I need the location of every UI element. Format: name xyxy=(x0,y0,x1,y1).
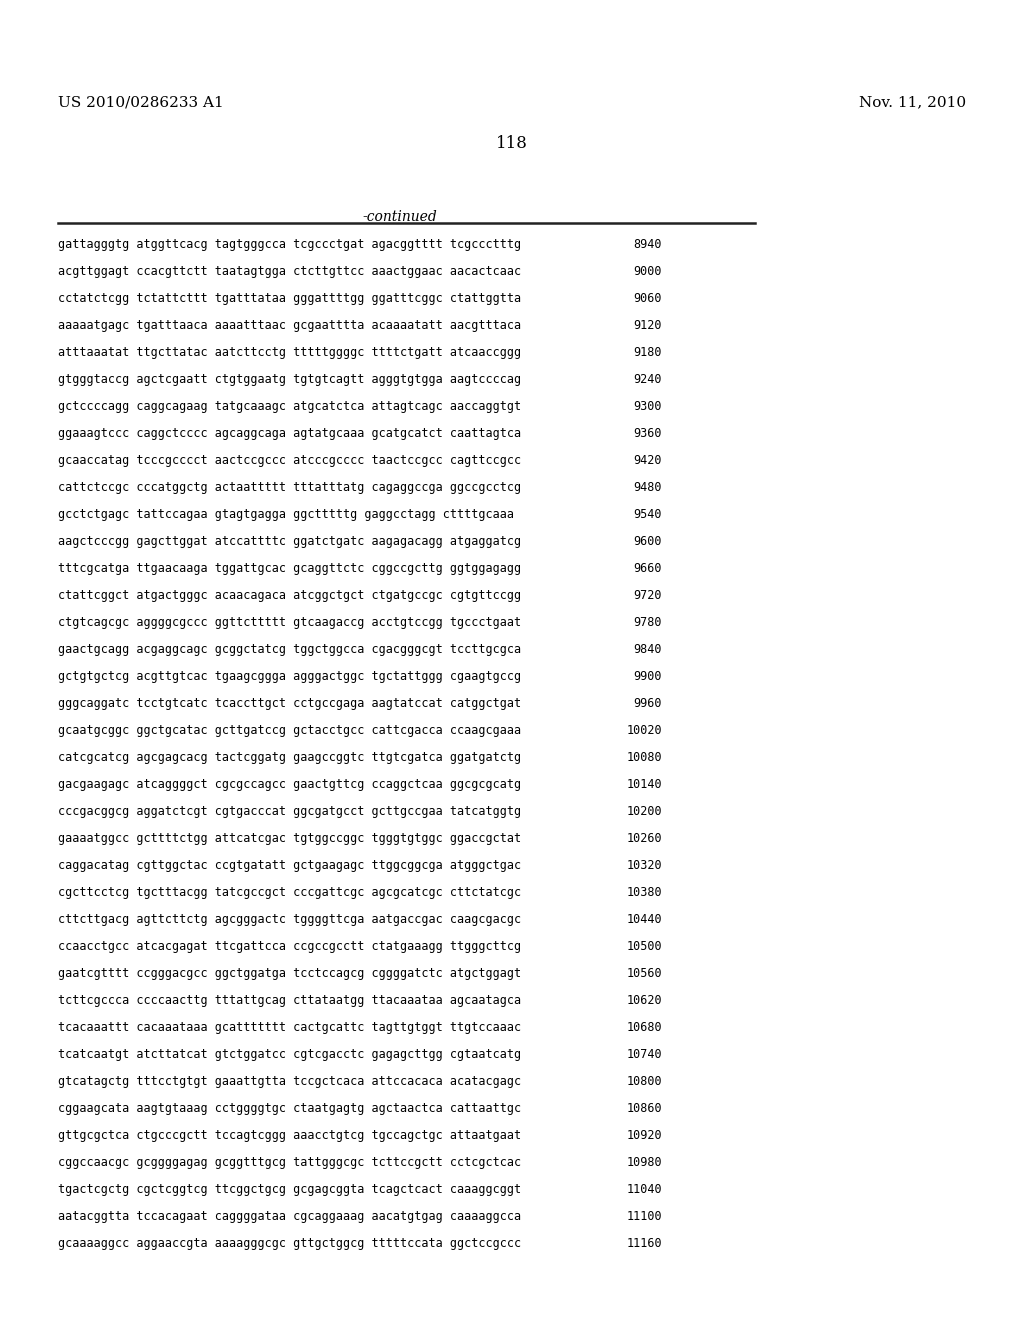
Text: US 2010/0286233 A1: US 2010/0286233 A1 xyxy=(58,95,224,110)
Text: gcaaaaggcc aggaaccgta aaaagggcgc gttgctggcg tttttccata ggctccgccc: gcaaaaggcc aggaaccgta aaaagggcgc gttgctg… xyxy=(58,1237,521,1250)
Text: aagctcccgg gagcttggat atccattttc ggatctgatc aagagacagg atgaggatcg: aagctcccgg gagcttggat atccattttc ggatctg… xyxy=(58,535,521,548)
Text: 9780: 9780 xyxy=(634,616,662,630)
Text: 10620: 10620 xyxy=(627,994,662,1007)
Text: 9960: 9960 xyxy=(634,697,662,710)
Text: ctattcggct atgactgggc acaacagaca atcggctgct ctgatgccgc cgtgttccgg: ctattcggct atgactgggc acaacagaca atcggct… xyxy=(58,589,521,602)
Text: cattctccgc cccatggctg actaattttt tttatttatg cagaggccga ggccgcctcg: cattctccgc cccatggctg actaattttt tttattt… xyxy=(58,480,521,494)
Text: tcacaaattt cacaaataaa gcattttttt cactgcattc tagttgtggt ttgtccaaac: tcacaaattt cacaaataaa gcattttttt cactgca… xyxy=(58,1020,521,1034)
Text: 10980: 10980 xyxy=(627,1156,662,1170)
Text: acgttggagt ccacgttctt taatagtgga ctcttgttcc aaactggaac aacactcaac: acgttggagt ccacgttctt taatagtgga ctcttgt… xyxy=(58,265,521,279)
Text: aaaaatgagc tgatttaaca aaaatttaac gcgaatttta acaaaatatt aacgtttaca: aaaaatgagc tgatttaaca aaaatttaac gcgaatt… xyxy=(58,319,521,333)
Text: 10320: 10320 xyxy=(627,859,662,873)
Text: 9120: 9120 xyxy=(634,319,662,333)
Text: gaactgcagg acgaggcagc gcggctatcg tggctggcca cgacgggcgt tccttgcgca: gaactgcagg acgaggcagc gcggctatcg tggctgg… xyxy=(58,643,521,656)
Text: 10260: 10260 xyxy=(627,832,662,845)
Text: tttcgcatga ttgaacaaga tggattgcac gcaggttctc cggccgcttg ggtggagagg: tttcgcatga ttgaacaaga tggattgcac gcaggtt… xyxy=(58,562,521,576)
Text: 9300: 9300 xyxy=(634,400,662,413)
Text: cggccaacgc gcggggagag gcggtttgcg tattgggcgc tcttccgctt cctcgctcac: cggccaacgc gcggggagag gcggtttgcg tattggg… xyxy=(58,1156,521,1170)
Text: 10920: 10920 xyxy=(627,1129,662,1142)
Text: cggaagcata aagtgtaaag cctggggtgc ctaatgagtg agctaactca cattaattgc: cggaagcata aagtgtaaag cctggggtgc ctaatga… xyxy=(58,1102,521,1115)
Text: 10140: 10140 xyxy=(627,777,662,791)
Text: 9660: 9660 xyxy=(634,562,662,576)
Text: 9000: 9000 xyxy=(634,265,662,279)
Text: 9240: 9240 xyxy=(634,374,662,385)
Text: 10200: 10200 xyxy=(627,805,662,818)
Text: 10800: 10800 xyxy=(627,1074,662,1088)
Text: -continued: -continued xyxy=(362,210,437,224)
Text: 10560: 10560 xyxy=(627,968,662,979)
Text: 11100: 11100 xyxy=(627,1210,662,1224)
Text: 9900: 9900 xyxy=(634,671,662,682)
Text: atttaaatat ttgcttatac aatcttcctg tttttggggc ttttctgatt atcaaccggg: atttaaatat ttgcttatac aatcttcctg tttttgg… xyxy=(58,346,521,359)
Text: gggcaggatc tcctgtcatc tcaccttgct cctgccgaga aagtatccat catggctgat: gggcaggatc tcctgtcatc tcaccttgct cctgccg… xyxy=(58,697,521,710)
Text: Nov. 11, 2010: Nov. 11, 2010 xyxy=(859,95,966,110)
Text: gctccccagg caggcagaag tatgcaaagc atgcatctca attagtcagc aaccaggtgt: gctccccagg caggcagaag tatgcaaagc atgcatc… xyxy=(58,400,521,413)
Text: 9420: 9420 xyxy=(634,454,662,467)
Text: tcttcgccca ccccaacttg tttattgcag cttataatgg ttacaaataa agcaatagca: tcttcgccca ccccaacttg tttattgcag cttataa… xyxy=(58,994,521,1007)
Text: gtgggtaccg agctcgaatt ctgtggaatg tgtgtcagtt agggtgtgga aagtccccag: gtgggtaccg agctcgaatt ctgtggaatg tgtgtca… xyxy=(58,374,521,385)
Text: cgcttcctcg tgctttacgg tatcgccgct cccgattcgc agcgcatcgc cttctatcgc: cgcttcctcg tgctttacgg tatcgccgct cccgatt… xyxy=(58,886,521,899)
Text: 8940: 8940 xyxy=(634,238,662,251)
Text: gacgaagagc atcaggggct cgcgccagcc gaactgttcg ccaggctcaa ggcgcgcatg: gacgaagagc atcaggggct cgcgccagcc gaactgt… xyxy=(58,777,521,791)
Text: gtcatagctg tttcctgtgt gaaattgtta tccgctcaca attccacaca acatacgagc: gtcatagctg tttcctgtgt gaaattgtta tccgctc… xyxy=(58,1074,521,1088)
Text: 9540: 9540 xyxy=(634,508,662,521)
Text: ggaaagtccc caggctcccc agcaggcaga agtatgcaaa gcatgcatct caattagtca: ggaaagtccc caggctcccc agcaggcaga agtatgc… xyxy=(58,426,521,440)
Text: gaatcgtttt ccgggacgcc ggctggatga tcctccagcg cggggatctc atgctggagt: gaatcgtttt ccgggacgcc ggctggatga tcctcca… xyxy=(58,968,521,979)
Text: 9720: 9720 xyxy=(634,589,662,602)
Text: 9060: 9060 xyxy=(634,292,662,305)
Text: cttcttgacg agttcttctg agcgggactc tggggttcga aatgaccgac caagcgacgc: cttcttgacg agttcttctg agcgggactc tggggtt… xyxy=(58,913,521,927)
Text: 9480: 9480 xyxy=(634,480,662,494)
Text: cccgacggcg aggatctcgt cgtgacccat ggcgatgcct gcttgccgaa tatcatggtg: cccgacggcg aggatctcgt cgtgacccat ggcgatg… xyxy=(58,805,521,818)
Text: gattagggtg atggttcacg tagtgggcca tcgccctgat agacggtttt tcgccctttg: gattagggtg atggttcacg tagtgggcca tcgccct… xyxy=(58,238,521,251)
Text: 10860: 10860 xyxy=(627,1102,662,1115)
Text: 118: 118 xyxy=(496,135,528,152)
Text: 9180: 9180 xyxy=(634,346,662,359)
Text: gcctctgagc tattccagaa gtagtgagga ggctttttg gaggcctagg cttttgcaaa: gcctctgagc tattccagaa gtagtgagga ggctttt… xyxy=(58,508,514,521)
Text: tgactcgctg cgctcggtcg ttcggctgcg gcgagcggta tcagctcact caaaggcggt: tgactcgctg cgctcggtcg ttcggctgcg gcgagcg… xyxy=(58,1183,521,1196)
Text: 10500: 10500 xyxy=(627,940,662,953)
Text: 9360: 9360 xyxy=(634,426,662,440)
Text: gaaaatggcc gcttttctgg attcatcgac tgtggccggc tgggtgtggc ggaccgctat: gaaaatggcc gcttttctgg attcatcgac tgtggcc… xyxy=(58,832,521,845)
Text: catcgcatcg agcgagcacg tactcggatg gaagccggtc ttgtcgatca ggatgatctg: catcgcatcg agcgagcacg tactcggatg gaagccg… xyxy=(58,751,521,764)
Text: 9840: 9840 xyxy=(634,643,662,656)
Text: gttgcgctca ctgcccgctt tccagtcggg aaacctgtcg tgccagctgc attaatgaat: gttgcgctca ctgcccgctt tccagtcggg aaacctg… xyxy=(58,1129,521,1142)
Text: aatacggtta tccacagaat caggggataa cgcaggaaag aacatgtgag caaaaggcca: aatacggtta tccacagaat caggggataa cgcagga… xyxy=(58,1210,521,1224)
Text: ccaacctgcc atcacgagat ttcgattcca ccgccgcctt ctatgaaagg ttgggcttcg: ccaacctgcc atcacgagat ttcgattcca ccgccgc… xyxy=(58,940,521,953)
Text: cctatctcgg tctattcttt tgatttataa gggattttgg ggatttcggc ctattggtta: cctatctcgg tctattcttt tgatttataa gggattt… xyxy=(58,292,521,305)
Text: 10740: 10740 xyxy=(627,1048,662,1061)
Text: 10380: 10380 xyxy=(627,886,662,899)
Text: 10020: 10020 xyxy=(627,723,662,737)
Text: 10440: 10440 xyxy=(627,913,662,927)
Text: caggacatag cgttggctac ccgtgatatt gctgaagagc ttggcggcga atgggctgac: caggacatag cgttggctac ccgtgatatt gctgaag… xyxy=(58,859,521,873)
Text: tcatcaatgt atcttatcat gtctggatcc cgtcgacctc gagagcttgg cgtaatcatg: tcatcaatgt atcttatcat gtctggatcc cgtcgac… xyxy=(58,1048,521,1061)
Text: 10680: 10680 xyxy=(627,1020,662,1034)
Text: 9600: 9600 xyxy=(634,535,662,548)
Text: gctgtgctcg acgttgtcac tgaagcggga agggactggc tgctattggg cgaagtgccg: gctgtgctcg acgttgtcac tgaagcggga agggact… xyxy=(58,671,521,682)
Text: ctgtcagcgc aggggcgccc ggttcttttt gtcaagaccg acctgtccgg tgccctgaat: ctgtcagcgc aggggcgccc ggttcttttt gtcaaga… xyxy=(58,616,521,630)
Text: 10080: 10080 xyxy=(627,751,662,764)
Text: 11160: 11160 xyxy=(627,1237,662,1250)
Text: 11040: 11040 xyxy=(627,1183,662,1196)
Text: gcaaccatag tcccgcccct aactccgccc atcccgcccc taactccgcc cagttccgcc: gcaaccatag tcccgcccct aactccgccc atcccgc… xyxy=(58,454,521,467)
Text: gcaatgcggc ggctgcatac gcttgatccg gctacctgcc cattcgacca ccaagcgaaa: gcaatgcggc ggctgcatac gcttgatccg gctacct… xyxy=(58,723,521,737)
